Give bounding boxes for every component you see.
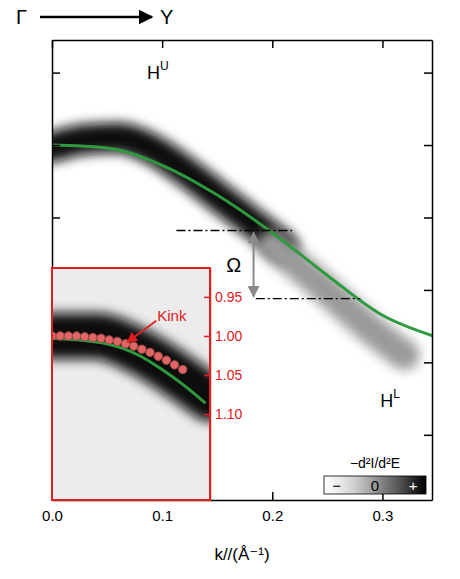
tick: 1.05 [204, 367, 242, 383]
tick [272, 40, 273, 48]
tick-mark [424, 362, 432, 364]
band-label: HL [380, 387, 400, 411]
tick [424, 217, 432, 218]
x-axis-top [53, 40, 433, 48]
data-point [97, 334, 105, 342]
tick [424, 290, 432, 291]
tick [382, 40, 383, 48]
tick [424, 73, 432, 74]
tick-mark [424, 145, 432, 147]
data-point [162, 356, 170, 364]
tick-mark [52, 217, 60, 219]
colorbar-tick-label: − [332, 477, 341, 494]
tick: 0.2 [262, 492, 283, 524]
inset-y-axis: 0.95 1.00 1.05 1.10 [204, 269, 242, 501]
data-point [170, 361, 178, 369]
tick-mark [424, 290, 432, 292]
data-point [89, 333, 97, 341]
tick: 1.00 [204, 328, 242, 344]
data-point [154, 352, 162, 360]
figure: 0.0 0.1 0.2 0.3 Γ Yk//(Å⁻¹) HU HL Ω − 0 + −d²I/d²E 0.… [0, 0, 460, 579]
axis-line [210, 269, 212, 501]
gap-label: Ω [226, 254, 241, 276]
tick [424, 362, 432, 363]
tick-mark [272, 40, 274, 48]
tick-label: 1.10 [215, 406, 242, 422]
reference-line [176, 230, 292, 231]
tick: 1.10 [204, 406, 242, 422]
dispersion-curve [52, 338, 205, 402]
data-point [80, 333, 88, 341]
data-point [72, 332, 80, 340]
tick-mark [382, 40, 384, 48]
tick: 0.3 [373, 492, 394, 524]
tick [162, 40, 163, 48]
tick-mark [204, 414, 210, 416]
data-point [56, 332, 64, 340]
colorbar-tick-label: 0 [371, 477, 379, 494]
data-point [138, 345, 146, 353]
intensity-band [272, 245, 404, 355]
tick-label: 0.1 [152, 507, 173, 524]
inset-background [52, 268, 210, 500]
tick-label: 1.00 [215, 328, 242, 344]
data-point [130, 342, 138, 350]
tick: 0.95 [204, 289, 242, 305]
colorbar-tick-label: + [409, 477, 418, 494]
tick-mark [162, 40, 164, 48]
band-label: HU [147, 59, 169, 83]
tick [52, 145, 60, 146]
data-point [179, 365, 187, 373]
tick-mark [204, 375, 210, 377]
tick [52, 217, 60, 218]
tick-mark [52, 145, 60, 147]
energy-gap-arrow [253, 233, 255, 297]
tick-mark [272, 492, 274, 500]
tick-label: 0.95 [215, 289, 242, 305]
axis-line [432, 41, 434, 501]
colorbar-title: −d²I/d²E [350, 455, 400, 471]
data-point [105, 336, 113, 344]
inset-frame [52, 268, 210, 500]
tick-mark [424, 435, 432, 437]
tick [424, 145, 432, 146]
tick-mark [52, 72, 60, 74]
tick-label: 0.2 [262, 507, 283, 524]
data-point [146, 348, 154, 356]
data-point [64, 332, 72, 340]
tick [52, 73, 60, 74]
axis-title: k//(Å⁻¹) [214, 545, 269, 564]
tick [424, 435, 432, 436]
inset-plot-area [52, 332, 210, 403]
annotation: Kink [157, 307, 187, 324]
tick-label: 1.05 [215, 367, 242, 383]
data-point [113, 337, 121, 345]
tick-mark [204, 297, 210, 299]
tick-mark [424, 72, 432, 74]
tick-mark [424, 217, 432, 219]
y-axis-right [424, 41, 433, 501]
inset [48, 268, 210, 500]
annotation-arrow [127, 321, 156, 342]
axis-line [53, 40, 433, 42]
tick-mark [204, 336, 210, 338]
tick-label: 0.3 [373, 507, 394, 524]
direction-from: Γ [16, 6, 27, 28]
direction-arrow [40, 16, 152, 19]
colorbar: − 0 + −d²I/d²E [324, 455, 426, 494]
tick-label: 0.0 [42, 507, 63, 524]
direction-to: Y [160, 6, 173, 28]
reference-line [256, 298, 361, 299]
colorbar-bar [324, 476, 426, 494]
